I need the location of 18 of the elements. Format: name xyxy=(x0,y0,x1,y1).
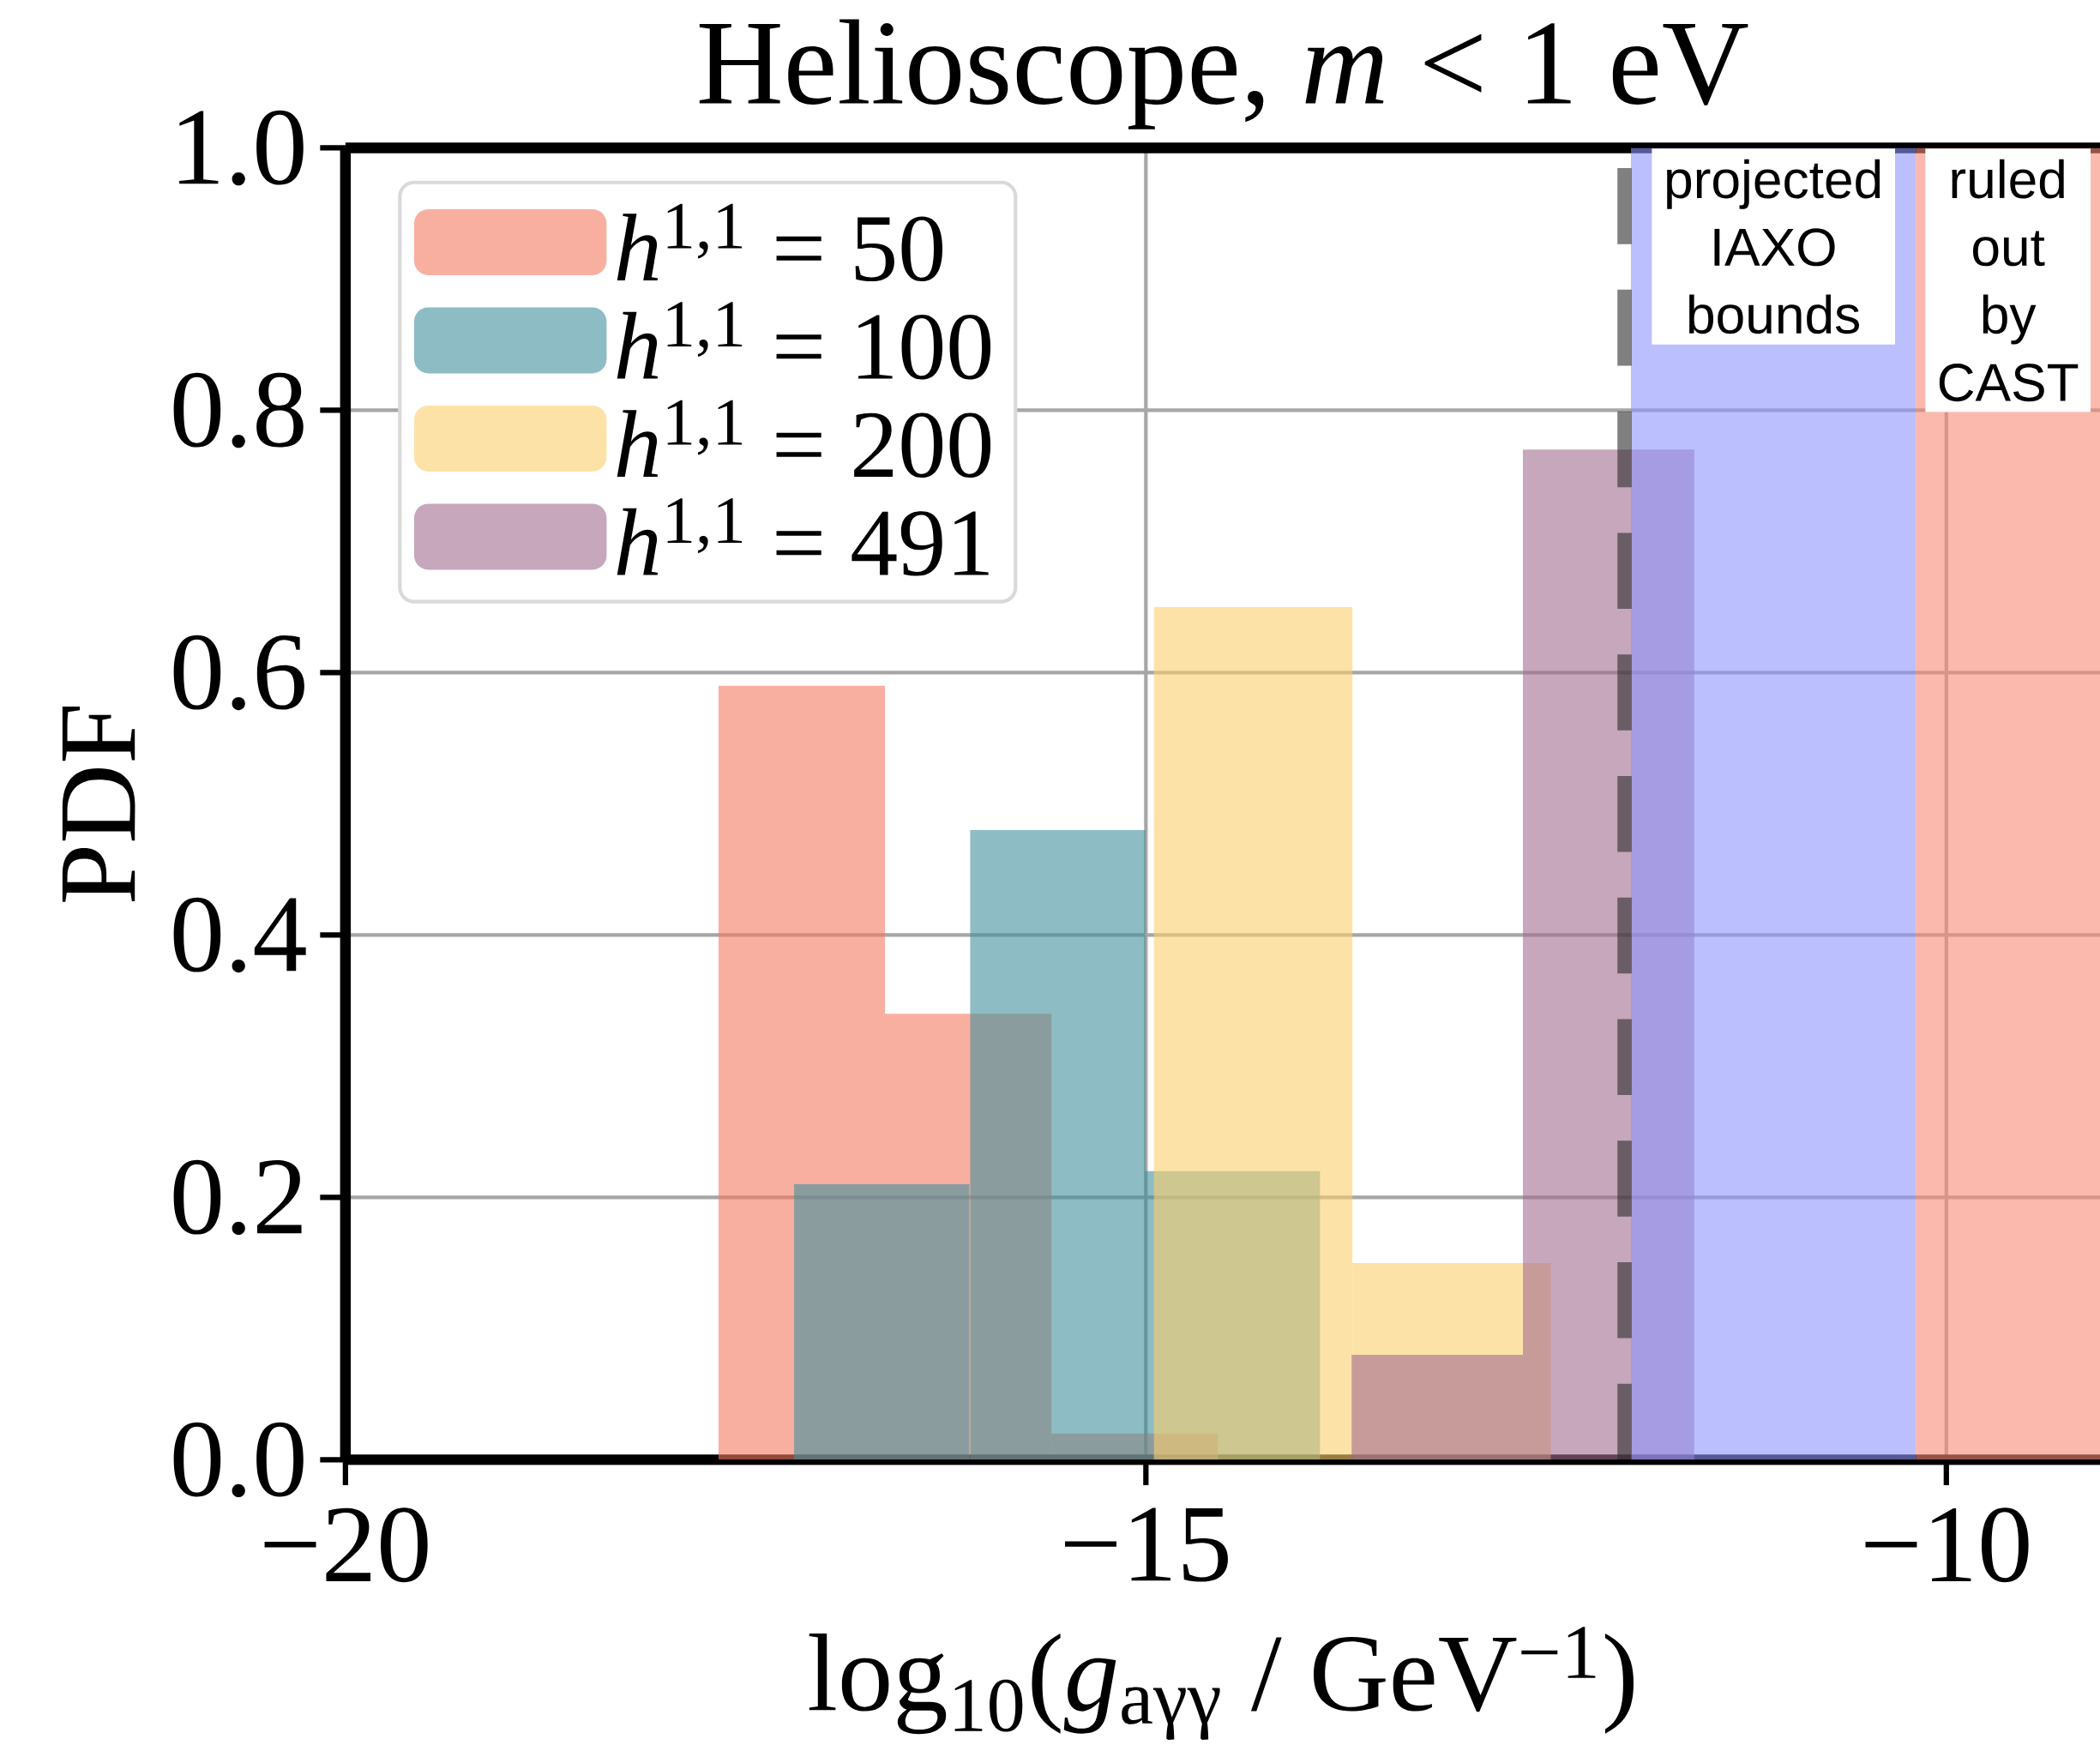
y-tick-label: 0.2 xyxy=(173,1159,302,1236)
y-tick-label: 0.4 xyxy=(173,897,306,973)
legend-label: h$^{1,1}$ = 200 xyxy=(617,400,991,478)
y-tick-label: 0.6 xyxy=(173,635,304,711)
y-tick-label: 0.8 xyxy=(173,372,304,448)
band-label: ruled out by CAST xyxy=(1939,159,2079,402)
y-tick-label: 1.0 xyxy=(179,110,304,186)
y-tick-label: 0.0 xyxy=(173,1422,304,1498)
x-tick-label: −20 xyxy=(264,1507,428,1583)
legend-label: h$^{1,1}$ = 100 xyxy=(617,302,991,380)
legend-label: h$^{1,1}$ = 50 xyxy=(617,203,943,282)
chart-title: Helioscope, m < 1 eV xyxy=(699,19,1748,129)
band-label: projected IAXO bounds xyxy=(1667,159,1880,334)
x-tick-label: −10 xyxy=(1865,1507,2029,1583)
x-tick-label: −15 xyxy=(1065,1507,1228,1582)
legend-label: h$^{1,1}$ = 491 xyxy=(617,498,989,576)
y-axis-title: PDF xyxy=(62,707,135,902)
x-axis-title: log$_{10}$(g$_{aγγ}$ / GeV$^{−1}$) xyxy=(809,1627,1634,1741)
